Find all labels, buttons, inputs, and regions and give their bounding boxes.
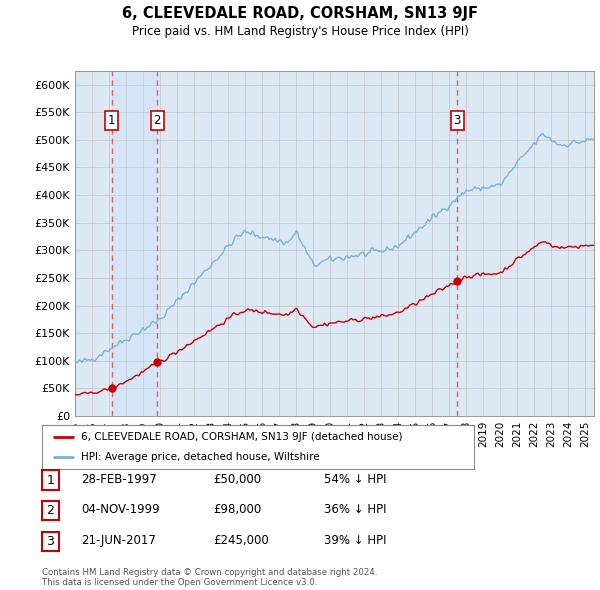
Text: £245,000: £245,000 xyxy=(213,534,269,547)
Text: 2: 2 xyxy=(154,114,161,127)
Text: 1: 1 xyxy=(108,114,115,127)
Text: 6, CLEEVEDALE ROAD, CORSHAM, SN13 9JF (detached house): 6, CLEEVEDALE ROAD, CORSHAM, SN13 9JF (d… xyxy=(81,432,403,442)
Text: Contains HM Land Registry data © Crown copyright and database right 2024.
This d: Contains HM Land Registry data © Crown c… xyxy=(42,568,377,587)
Bar xyxy=(157,71,457,416)
Text: 21-JUN-2017: 21-JUN-2017 xyxy=(81,534,156,547)
Text: 6, CLEEVEDALE ROAD, CORSHAM, SN13 9JF: 6, CLEEVEDALE ROAD, CORSHAM, SN13 9JF xyxy=(122,6,478,21)
Text: £98,000: £98,000 xyxy=(213,503,261,516)
Text: HPI: Average price, detached house, Wiltshire: HPI: Average price, detached house, Wilt… xyxy=(81,452,320,462)
Text: 3: 3 xyxy=(46,535,55,548)
Text: 36% ↓ HPI: 36% ↓ HPI xyxy=(324,503,386,516)
Text: Price paid vs. HM Land Registry's House Price Index (HPI): Price paid vs. HM Land Registry's House … xyxy=(131,25,469,38)
Text: 1: 1 xyxy=(46,474,55,487)
Text: 3: 3 xyxy=(454,114,461,127)
Text: £50,000: £50,000 xyxy=(213,473,261,486)
Text: 54% ↓ HPI: 54% ↓ HPI xyxy=(324,473,386,486)
Text: 04-NOV-1999: 04-NOV-1999 xyxy=(81,503,160,516)
Text: 39% ↓ HPI: 39% ↓ HPI xyxy=(324,534,386,547)
Bar xyxy=(112,71,157,416)
Text: 28-FEB-1997: 28-FEB-1997 xyxy=(81,473,157,486)
Text: 2: 2 xyxy=(46,504,55,517)
